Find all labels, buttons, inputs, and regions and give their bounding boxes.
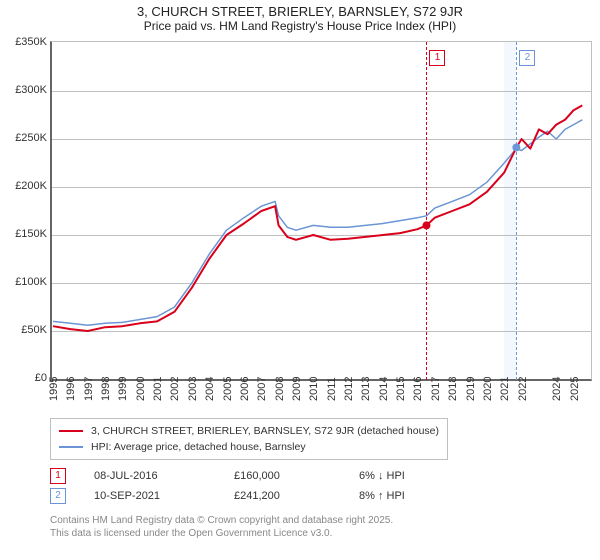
transactions-table: 1 08-JUL-2016£160,0006% ↓ HPI 2 10-SEP-2021…	[50, 466, 479, 506]
x-tick-label: 2001	[152, 377, 164, 401]
y-tick-label: £250K	[15, 132, 47, 144]
x-tick-label: 1995	[48, 377, 60, 401]
x-tick-label: 2025	[569, 377, 581, 401]
x-tick-label: 2008	[274, 377, 286, 401]
plot-area: 12	[50, 41, 592, 381]
x-tick-label: 1998	[100, 377, 112, 401]
titles: 3, CHURCH STREET, BRIERLEY, BARNSLEY, S7…	[0, 0, 600, 33]
x-tick-label: 2011	[326, 377, 338, 401]
legend-item: 3, CHURCH STREET, BRIERLEY, BARNSLEY, S7…	[59, 423, 439, 439]
legend-label: HPI: Average price, detached house, Barn…	[91, 441, 306, 453]
x-tick-label: 2024	[551, 377, 563, 401]
row-marker-flag: 1	[50, 468, 66, 484]
legend-swatch	[59, 446, 83, 448]
x-tick-label: 2012	[343, 377, 355, 401]
series-property	[53, 105, 582, 331]
x-tick-label: 2019	[465, 377, 477, 401]
x-tick-label: 2018	[447, 377, 459, 401]
chart-svg	[52, 42, 592, 380]
table-row: 1 08-JUL-2016£160,0006% ↓ HPI	[50, 466, 479, 486]
y-tick-label: £50K	[21, 324, 47, 336]
y-tick-label: £200K	[15, 180, 47, 192]
row-pct: 8% ↑ HPI	[359, 490, 479, 502]
x-tick-label: 1999	[117, 377, 129, 401]
x-tick-label: 2002	[169, 377, 181, 401]
chart-title: 3, CHURCH STREET, BRIERLEY, BARNSLEY, S7…	[0, 4, 600, 19]
x-tick-label: 2013	[360, 377, 372, 401]
x-tick-label: 2017	[430, 377, 442, 401]
row-price: £160,000	[234, 470, 359, 482]
row-pct: 6% ↓ HPI	[359, 470, 479, 482]
row-date: 08-JUL-2016	[94, 470, 234, 482]
x-tick-label: 2000	[135, 377, 147, 401]
chart-container: 3, CHURCH STREET, BRIERLEY, BARNSLEY, S7…	[0, 0, 600, 560]
x-tick-label: 2021	[499, 377, 511, 401]
footer-line-1: Contains HM Land Registry data © Crown c…	[50, 514, 393, 527]
x-tick-label: 2020	[482, 377, 494, 401]
y-tick-label: £150K	[15, 228, 47, 240]
legend-item: HPI: Average price, detached house, Barn…	[59, 439, 439, 455]
marker-line	[516, 42, 517, 380]
x-tick-label: 2014	[378, 377, 390, 401]
y-tick-label: £300K	[15, 84, 47, 96]
y-tick-label: £350K	[15, 36, 47, 48]
x-tick-label: 2005	[222, 377, 234, 401]
y-tick-label: £100K	[15, 276, 47, 288]
y-tick-label: £0	[35, 372, 47, 384]
x-tick-label: 2009	[291, 377, 303, 401]
table-row: 2 10-SEP-2021£241,2008% ↑ HPI	[50, 486, 479, 506]
footer-attribution: Contains HM Land Registry data © Crown c…	[50, 514, 393, 540]
legend-label: 3, CHURCH STREET, BRIERLEY, BARNSLEY, S7…	[91, 425, 439, 437]
x-tick-label: 2022	[517, 377, 529, 401]
series-hpi	[53, 120, 582, 325]
x-tick-label: 1997	[83, 377, 95, 401]
x-tick-label: 2010	[308, 377, 320, 401]
x-tick-label: 2016	[412, 377, 424, 401]
chart-subtitle: Price paid vs. HM Land Registry's House …	[0, 19, 600, 33]
marker-line	[426, 42, 427, 380]
row-marker-flag: 2	[50, 488, 66, 504]
x-tick-label: 2007	[256, 377, 268, 401]
chart-area: 12 £0£50K£100K£150K£200K£250K£300K£350K1…	[0, 33, 600, 403]
x-tick-label: 2003	[187, 377, 199, 401]
x-tick-label: 2015	[395, 377, 407, 401]
footer-line-2: This data is licensed under the Open Gov…	[50, 527, 393, 540]
marker-flag: 1	[429, 50, 445, 66]
marker-flag: 2	[519, 50, 535, 66]
legend-swatch	[59, 430, 83, 432]
legend: 3, CHURCH STREET, BRIERLEY, BARNSLEY, S7…	[50, 418, 448, 460]
x-tick-label: 1996	[65, 377, 77, 401]
row-date: 10-SEP-2021	[94, 490, 234, 502]
row-price: £241,200	[234, 490, 359, 502]
x-tick-label: 2004	[204, 377, 216, 401]
x-tick-label: 2006	[239, 377, 251, 401]
